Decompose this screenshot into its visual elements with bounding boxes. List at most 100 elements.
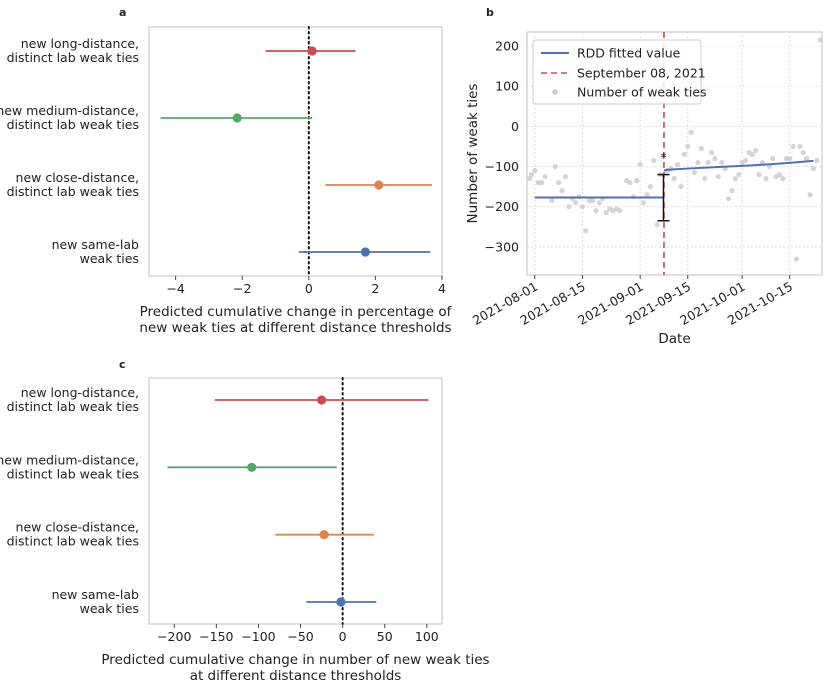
panel-b-scatter-point-47 [695, 159, 701, 166]
panel-b-y-axis-label: Number of weak ties [465, 84, 481, 224]
panel-b-scatter-point-22 [603, 210, 609, 216]
panel-b-scatter-point-49 [702, 176, 708, 182]
panel-c-category-label-3: new same-lab weak ties [52, 587, 139, 616]
panel-b-scatter-point-71 [776, 171, 783, 178]
panel-a-point-estimate-0 [307, 46, 317, 56]
panel-b-scatter-point-31 [637, 161, 643, 168]
panel-b-scatter-point-4 [539, 180, 545, 186]
panel-a-category-label-2: new close-distance, distinct lab weak tie… [7, 170, 139, 199]
panel-b-scatter-point-64 [753, 147, 759, 154]
panel-b-scatter-point-32 [640, 200, 647, 206]
panel-b-scatter-point-40 [671, 176, 677, 182]
panel-b-scatter-point-8 [556, 180, 562, 186]
panel-b-scatter-point-7 [552, 163, 558, 170]
panel-b-scatter-point-76 [793, 256, 800, 262]
panel-c-x-tick-label-3: −50 [287, 629, 313, 644]
panel-b-scatter-point-53 [715, 173, 721, 180]
panel-b-scatter-point-28 [627, 180, 633, 186]
panel-b-scatter-point-59 [736, 171, 742, 178]
panel-b-scatter-point-69 [770, 155, 776, 162]
panel-b-scatter-point-65 [756, 171, 762, 178]
panel-b-x-axis-label: Date [658, 331, 690, 347]
panel-b-y-tick-label-1: 100 [495, 79, 519, 94]
panel-b-scatter-point-13 [573, 200, 579, 206]
panel-b-scatter-point-67 [763, 176, 769, 182]
panel-b-scatter-point-52 [712, 155, 718, 162]
panel-b-scatter-point-30 [634, 178, 640, 184]
panel-a-category-label-1: new medium-distance, distinct lab weak ti… [0, 103, 139, 132]
panel-c-point-estimate-1 [247, 462, 257, 472]
panel-b-scatter-point-34 [647, 184, 653, 190]
panel-b-y-tick-label-0: 200 [495, 39, 519, 54]
panel-b-scatter-point-11 [566, 204, 572, 210]
panel-b-y-tick-label-3: −100 [485, 159, 519, 174]
panel-b-scatter-point-0 [527, 176, 533, 182]
panel-b-scatter-point-50 [705, 159, 711, 166]
panel-b-scatter-point-15 [579, 204, 585, 210]
panel-a-point-estimate-1 [232, 113, 242, 123]
panel-b-scatter-point-81 [810, 165, 817, 172]
panel-a-category-label-3: new same-lab weak ties [52, 237, 139, 266]
panel-b-scatter-point-51 [708, 149, 715, 156]
panel-b-scatter-point-5 [542, 173, 548, 180]
panel-a-point-estimate-3 [360, 247, 371, 257]
panel-c-point-estimate-2 [319, 530, 329, 540]
panel-a-plot-frame [148, 26, 443, 277]
panel-b-scatter-point-42 [678, 184, 684, 190]
panel-b-scatter-point-45 [688, 129, 694, 136]
panel-a-x-axis-label: Predicted cumulative change in percentag… [139, 304, 452, 336]
panel-c-letter: c [119, 358, 126, 371]
panel-a-letter: a [119, 6, 126, 19]
panel-b-scatter-point-43 [681, 151, 687, 158]
panel-a-x-tick-label-1: −2 [233, 281, 251, 296]
panel-b-fitted-line-after [663, 159, 814, 172]
panel-c-category-label-0: new long-distance, distinct lab weak ties [7, 385, 139, 414]
panel-b-scatter-point-61 [742, 157, 749, 164]
panel-b-legend-swatch-points [552, 89, 558, 95]
panel-b-scatter-point-6 [549, 198, 555, 204]
panel-b-scatter-point-1 [528, 171, 535, 178]
panel-b-scatter-point-44 [685, 143, 691, 150]
panel-b-scatter-point-80 [807, 192, 813, 198]
panel-b-scatter-point-48 [698, 145, 704, 152]
panel-c-category-label-2: new close-distance, distinct lab weak tie… [7, 520, 139, 549]
panel-b-scatter-point-57 [729, 188, 735, 194]
panel-b-scatter-point-2 [532, 167, 538, 174]
panel-a-point-estimate-2 [374, 180, 384, 190]
panel-b-scatter-point-74 [787, 155, 793, 162]
panel-b-scatter-point-56 [725, 196, 732, 202]
panel-b-y-tick-label-2: 0 [511, 119, 519, 134]
panel-b-scatter-point-41 [674, 161, 681, 168]
panel-c-point-estimate-3 [336, 597, 346, 607]
panel-a-x-tick-label-0: −4 [166, 281, 184, 296]
panel-c-x-axis-label: Predicted cumulative change in number of… [101, 652, 489, 684]
panel-b-scatter-point-82 [814, 157, 820, 164]
panel-b-scatter-point-19 [593, 208, 599, 214]
panel-b-y-tick-label-4: −200 [485, 199, 519, 214]
panel-b-scatter-point-63 [749, 151, 755, 158]
panel-b-scatter-point-72 [780, 176, 786, 182]
panel-b-scatter-point-54 [719, 159, 725, 166]
panel-b-scatter-point-36 [654, 222, 660, 228]
panel-b-significance-star: * [660, 152, 667, 167]
panel-c-plot-frame [148, 377, 443, 625]
panel-b-scatter-point-46 [691, 169, 698, 176]
panel-b-scatter-point-20 [596, 200, 602, 206]
panel-c-x-tick-label-0: −200 [157, 629, 191, 644]
panel-c-x-tick-label-4: 0 [339, 629, 347, 644]
panel-b-legend-label-cutoff: September 08, 2021 [577, 66, 706, 81]
panel-a-category-label-0: new long-distance, distinct lab weak ties [7, 36, 139, 65]
panel-c-x-tick-label-6: 100 [415, 629, 439, 644]
panel-b-scatter-point-10 [562, 173, 569, 180]
panel-b-legend-label-fitted: RDD fitted value [577, 46, 681, 61]
panel-c-x-tick-label-1: −150 [199, 629, 233, 644]
panel-b-scatter-point-18 [589, 198, 596, 204]
panel-b-scatter-point-33 [644, 192, 650, 198]
panel-b-scatter-point-78 [800, 149, 806, 156]
panel-b-scatter-point-77 [797, 143, 803, 150]
panel-a-x-tick-label-2: 0 [305, 281, 313, 296]
panel-b-scatter-point-58 [732, 176, 738, 182]
panel-b-legend-box [532, 39, 702, 105]
panel-b-letter: b [486, 6, 494, 19]
